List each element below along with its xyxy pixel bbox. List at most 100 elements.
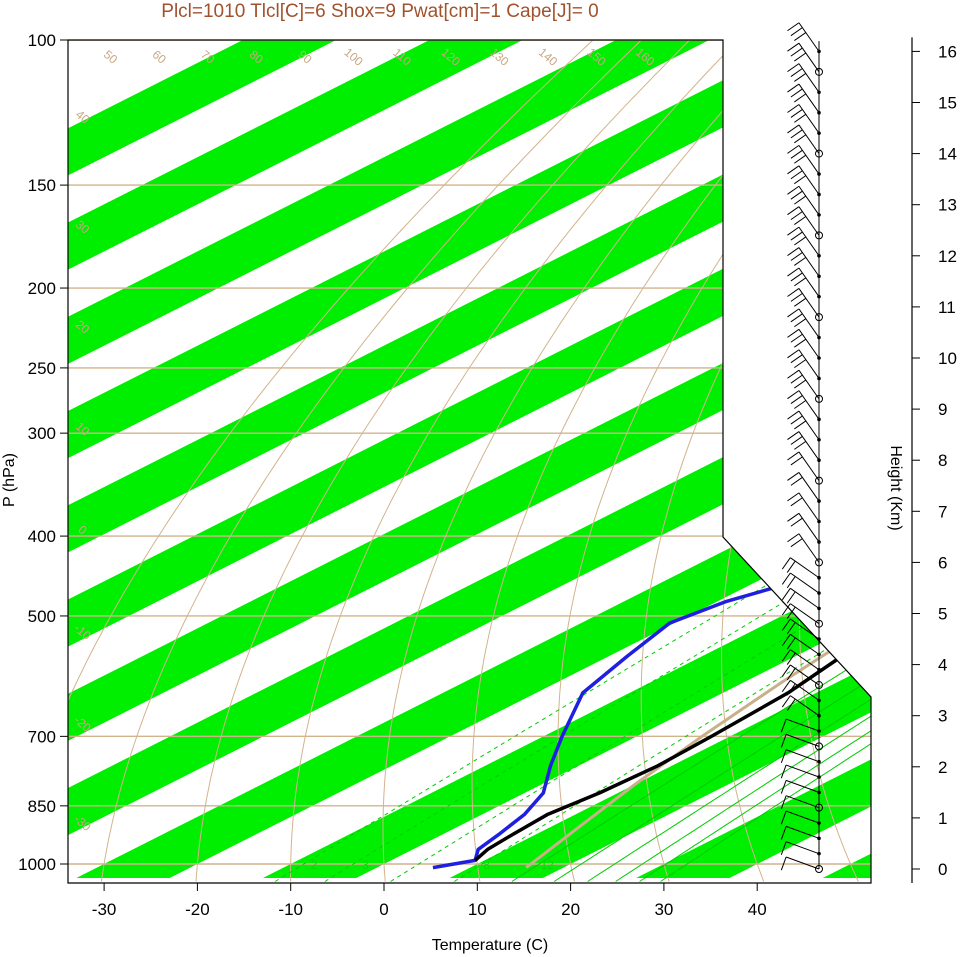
- wind-barb-staff: [798, 533, 820, 563]
- wind-barb-staff: [798, 329, 820, 359]
- wind-barb-feather: [790, 313, 803, 323]
- wind-barb-feather: [786, 622, 796, 635]
- wind-barb-staff: [798, 63, 820, 93]
- wind-barb-staff: [798, 308, 820, 338]
- wind-barb-staff: [785, 718, 820, 732]
- wind-barb-feather: [794, 113, 807, 123]
- isotherm-label: -10: [723, 340, 747, 364]
- height-tick-label: 10: [938, 349, 957, 368]
- height-tick-label: 13: [938, 196, 957, 215]
- isotherm-label: -20: [723, 230, 747, 254]
- wind-barb-feather: [780, 734, 787, 748]
- wind-barb-feather: [794, 32, 807, 41]
- wind-barb-feather: [790, 415, 803, 425]
- wind-barb-feather: [787, 431, 800, 440]
- wind-barb-feather: [790, 354, 803, 364]
- wind-barb-staff: [798, 410, 820, 441]
- wind-barb-feather: [787, 512, 800, 522]
- wind-barb-feather: [787, 206, 800, 216]
- wind-barb-feather: [794, 420, 807, 430]
- wind-barb-feather: [787, 390, 800, 400]
- wind-barb-feather: [787, 492, 800, 502]
- height-tick-label: 0: [938, 860, 947, 879]
- wind-barb-feather: [787, 22, 800, 32]
- isotherm-label: 0: [725, 458, 740, 474]
- wind-barb-feather: [790, 252, 803, 261]
- x-tick-label: -10: [278, 900, 303, 919]
- wind-barb-feather: [790, 476, 803, 486]
- wind-barb-feather: [794, 175, 807, 185]
- y-axis-title: P (hPa): [1, 453, 18, 507]
- wind-barb-feather: [787, 226, 800, 236]
- x-tick-label: -30: [92, 900, 117, 919]
- wind-barb-feather: [780, 841, 787, 856]
- wind-barb-feather: [786, 576, 796, 589]
- p-tick-label: 500: [28, 607, 56, 626]
- wind-station-marker: [815, 231, 823, 240]
- wind-barb-staff: [790, 557, 820, 579]
- wind-barb-feather: [780, 718, 787, 733]
- wind-barb-feather: [780, 749, 787, 764]
- wind-barb-feather: [794, 216, 807, 225]
- height-tick-label: 4: [938, 656, 947, 675]
- dry-adiabat-label: 100: [341, 45, 366, 69]
- x-tick-label: 30: [654, 900, 673, 919]
- wind-barb-feather: [790, 88, 803, 98]
- wind-barb-feather: [787, 328, 800, 338]
- wind-barb-staff: [790, 664, 820, 686]
- dry-adiabat: [382, 40, 822, 882]
- height-tick-label: 8: [938, 451, 947, 470]
- wind-barb-staff: [798, 390, 820, 420]
- wind-barb-feather: [790, 497, 803, 507]
- wind-barb-feather: [780, 810, 787, 825]
- mixing-ratio-line: [587, 321, 871, 882]
- wind-station-marker: [815, 558, 823, 567]
- wind-barb-feather: [787, 410, 800, 420]
- wind-barb-feather: [794, 440, 807, 450]
- temperature-band: [68, 40, 598, 879]
- wind-barb-staff: [798, 513, 820, 543]
- wind-barb-feather: [787, 42, 800, 52]
- wind-barb-feather: [787, 308, 800, 318]
- wind-barb-staff: [798, 185, 820, 216]
- wind-station-marker: [815, 394, 823, 403]
- x-tick-label: 20: [561, 900, 580, 919]
- wind-barb-staff: [790, 587, 820, 609]
- wind-barb-staff: [785, 856, 820, 870]
- wind-barb-feather: [794, 318, 807, 328]
- wind-barb-feather: [786, 560, 796, 573]
- isotherm-label: -30: [723, 135, 747, 159]
- wind-station-marker: [815, 803, 823, 812]
- dry-adiabat: [68, 40, 635, 882]
- wind-barb-feather: [790, 333, 803, 343]
- wind-barb-feather: [780, 795, 787, 810]
- wind-barb-feather: [787, 83, 800, 93]
- dry-adiabat: [948, 2, 961, 881]
- wind-barb-feather: [787, 349, 800, 359]
- wind-barb-feather: [794, 277, 807, 287]
- wind-barb-feather: [794, 379, 807, 389]
- wind-station-marker: [815, 619, 823, 628]
- temperature-bands: [68, 40, 871, 879]
- wind-barb-feather: [781, 649, 791, 662]
- mixing-ratio-line: [511, 321, 871, 882]
- wind-barb-feather: [790, 129, 803, 139]
- height-tick-label: 16: [938, 42, 957, 61]
- wind-barb-staff: [790, 572, 820, 594]
- wind-barb-feather: [780, 856, 787, 871]
- wind-barb-staff: [798, 226, 820, 257]
- wind-station-marker: [815, 865, 823, 873]
- x-tick-label: 0: [379, 900, 388, 919]
- x-axis-title: Temperature (C): [432, 937, 548, 954]
- wind-barb-feather: [790, 517, 803, 527]
- wind-barb-feather: [790, 149, 803, 159]
- dry-adiabat: [875, 2, 961, 881]
- dry-adiabat: [557, 40, 871, 882]
- wind-barb-feather: [794, 52, 807, 62]
- x-axis: -30 -20 -10 0 10 20 30 40: [92, 882, 767, 919]
- mixing-ratio-label: 12: [541, 858, 555, 872]
- wind-barb-staff: [785, 795, 820, 809]
- wind-barb-staff: [785, 733, 820, 747]
- dry-adiabat: [799, 40, 871, 882]
- x-tick-label: -20: [185, 900, 210, 919]
